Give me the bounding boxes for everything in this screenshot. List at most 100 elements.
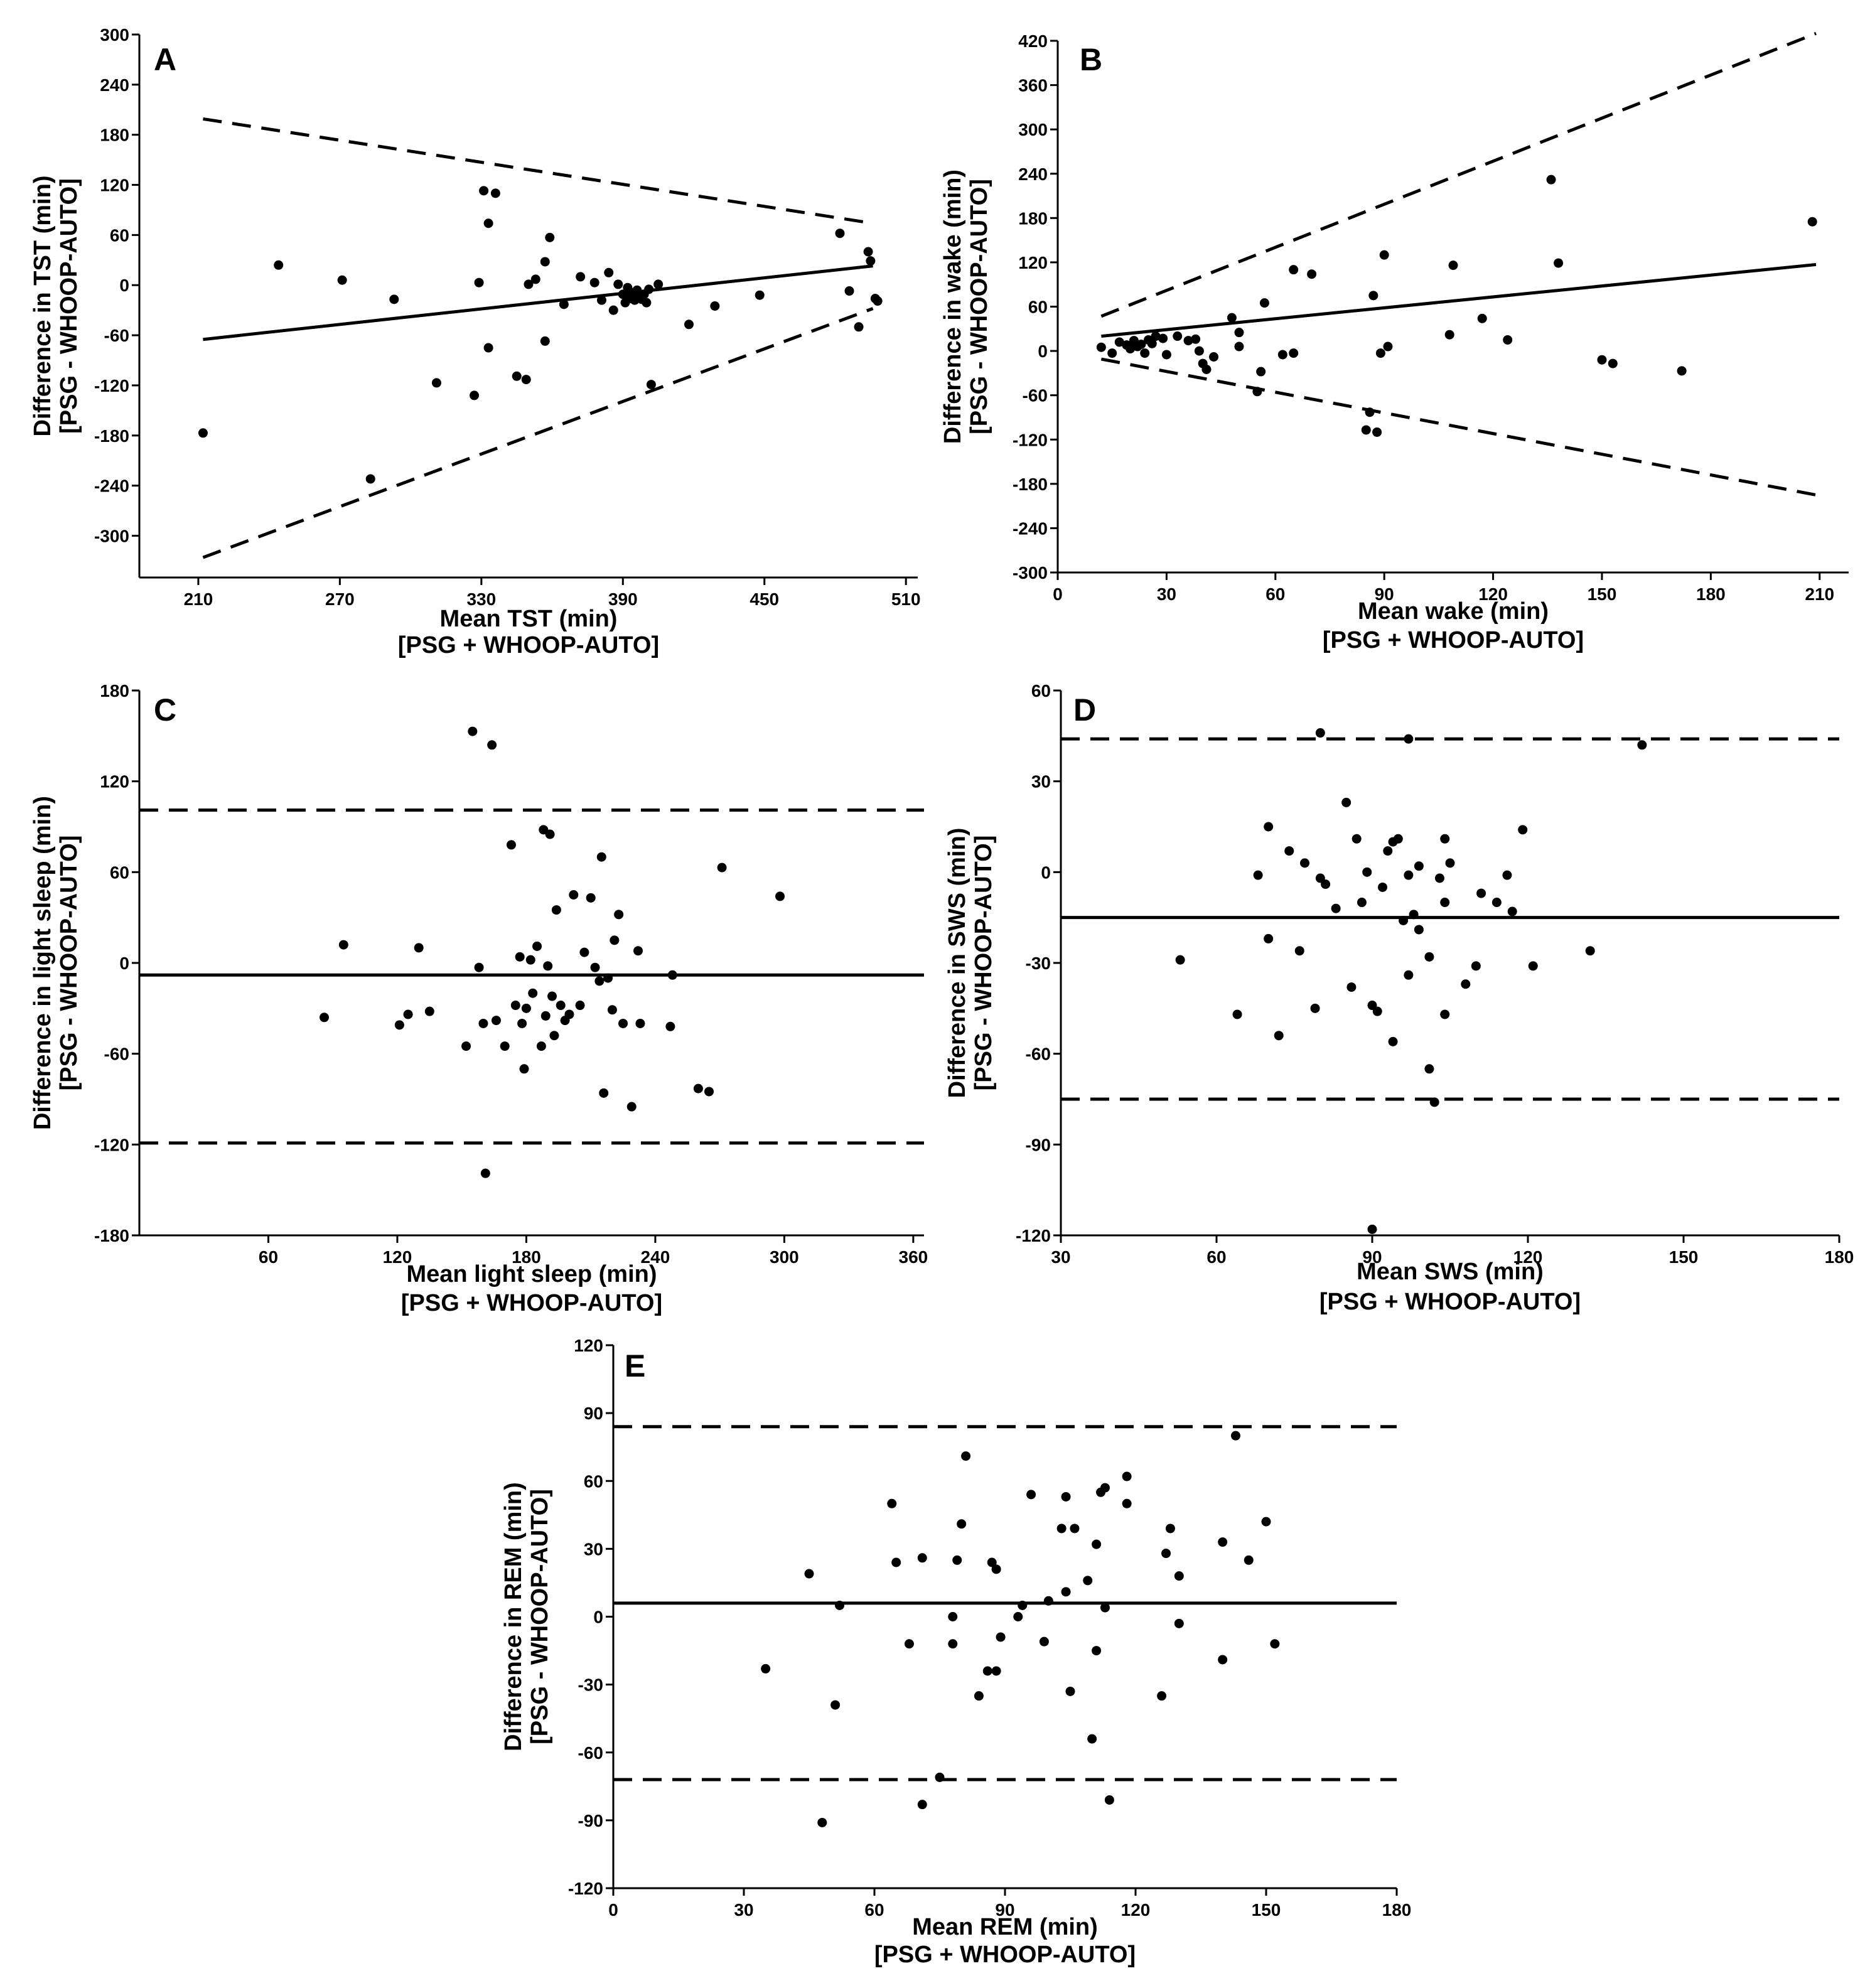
data-point	[551, 905, 561, 915]
data-point	[608, 305, 618, 315]
data-point	[604, 267, 614, 277]
data-point	[403, 1009, 413, 1019]
y-tick-label: -60	[578, 1743, 603, 1763]
data-point	[596, 295, 606, 305]
data-point	[1218, 1655, 1228, 1665]
x-tick-label: 60	[259, 1247, 278, 1267]
data-point	[1434, 873, 1444, 883]
data-point	[1122, 1498, 1132, 1508]
data-point	[1346, 982, 1357, 992]
x-axis-subtitle: [PSG + WHOOP-AUTO]	[1319, 1289, 1581, 1315]
data-point	[1378, 882, 1388, 892]
y-tick-label: -90	[578, 1811, 603, 1830]
y-tick-label: -120	[94, 376, 129, 395]
x-tick-label: 90	[1375, 584, 1394, 604]
data-point	[1518, 825, 1528, 835]
data-point	[1307, 269, 1317, 279]
data-point	[1151, 331, 1161, 341]
data-point	[1429, 1097, 1439, 1107]
data-point	[1256, 367, 1266, 377]
y-tick-label: 0	[593, 1608, 603, 1627]
data-point	[775, 891, 785, 901]
upper-limit-of-agreement-line	[203, 117, 873, 225]
panel-d: -120 -90 -60 -30 0 30 60 30 60 90 120 150 180 D Mean S…	[944, 681, 1854, 1315]
data-point	[1122, 1471, 1132, 1481]
x-tick-label: 330	[466, 589, 496, 609]
data-point	[556, 1001, 566, 1011]
data-point	[490, 188, 500, 198]
data-point	[365, 474, 375, 484]
data-point	[414, 943, 424, 953]
data-point	[198, 428, 208, 438]
y-tick-label: 90	[584, 1404, 603, 1423]
data-point	[590, 962, 600, 972]
lower-limit-of-agreement-line	[202, 307, 874, 559]
data-point	[1367, 1224, 1377, 1234]
data-point	[614, 910, 624, 920]
data-point	[1136, 339, 1146, 349]
y-tick-label: 60	[584, 1471, 603, 1491]
data-point	[491, 1016, 501, 1026]
data-point	[982, 1666, 992, 1676]
data-point	[957, 1519, 967, 1529]
y-tick-label: -240	[94, 476, 129, 496]
data-point	[1107, 348, 1117, 358]
data-point	[710, 301, 720, 311]
data-point	[1807, 217, 1817, 227]
y-tick-label: -120	[568, 1879, 603, 1898]
data-point	[1174, 1618, 1184, 1628]
data-point	[717, 862, 727, 873]
data-point	[599, 1088, 609, 1098]
data-point	[320, 1013, 330, 1023]
data-point	[474, 277, 484, 287]
data-point	[517, 1018, 527, 1028]
data-point	[1677, 366, 1687, 376]
data-point	[1259, 298, 1269, 308]
data-point	[1444, 330, 1454, 340]
data-point	[515, 952, 525, 962]
data-point	[545, 232, 555, 242]
data-point	[644, 284, 654, 294]
data-point	[1061, 1587, 1071, 1597]
mean-bias-line	[1101, 262, 1817, 338]
y-tick-label: -180	[94, 1226, 129, 1245]
data-point	[1491, 898, 1502, 908]
data-point	[1083, 1576, 1093, 1586]
data-point	[487, 740, 497, 750]
data-point	[835, 228, 845, 239]
data-point	[1503, 335, 1513, 345]
y-tick-label: 0	[119, 954, 129, 973]
y-axis-subtitle: [PSG - WHOOP-AUTO]	[527, 1489, 553, 1744]
y-axis-title: Difference in TST (min)	[30, 176, 56, 437]
data-point	[500, 1041, 510, 1051]
y-axis-title: Difference in light sleep (min)	[30, 796, 56, 1130]
data-point	[1404, 970, 1414, 980]
y-tick-label: 120	[100, 772, 129, 792]
x-tick-label: 180	[512, 1247, 541, 1267]
data-point	[478, 1018, 488, 1028]
data-point	[474, 962, 484, 972]
data-point	[521, 375, 531, 385]
x-tick-label: 60	[1206, 1247, 1226, 1267]
y-tick-label: 60	[1031, 681, 1051, 701]
data-point	[575, 1001, 585, 1011]
y-tick-label: 60	[110, 225, 129, 245]
data-point	[1013, 1612, 1023, 1621]
data-point	[610, 935, 620, 945]
y-tick-label: -120	[94, 1135, 129, 1154]
data-point	[642, 298, 652, 308]
data-point	[1264, 933, 1274, 943]
y-tick-label: 0	[119, 276, 129, 295]
x-axis-subtitle: [PSG + WHOOP-AUTO]	[1323, 627, 1584, 653]
data-point	[1368, 291, 1378, 301]
data-point	[761, 1663, 771, 1674]
data-point	[1362, 867, 1372, 877]
x-tick-label: 390	[608, 589, 638, 609]
x-axis-title: Mean TST (min)	[440, 606, 618, 632]
x-tick-label: 150	[1588, 584, 1617, 604]
y-tick-label: -120	[1013, 430, 1048, 449]
data-point	[904, 1639, 914, 1649]
x-tick-label: 90	[995, 1900, 1014, 1920]
data-point	[1026, 1490, 1036, 1500]
